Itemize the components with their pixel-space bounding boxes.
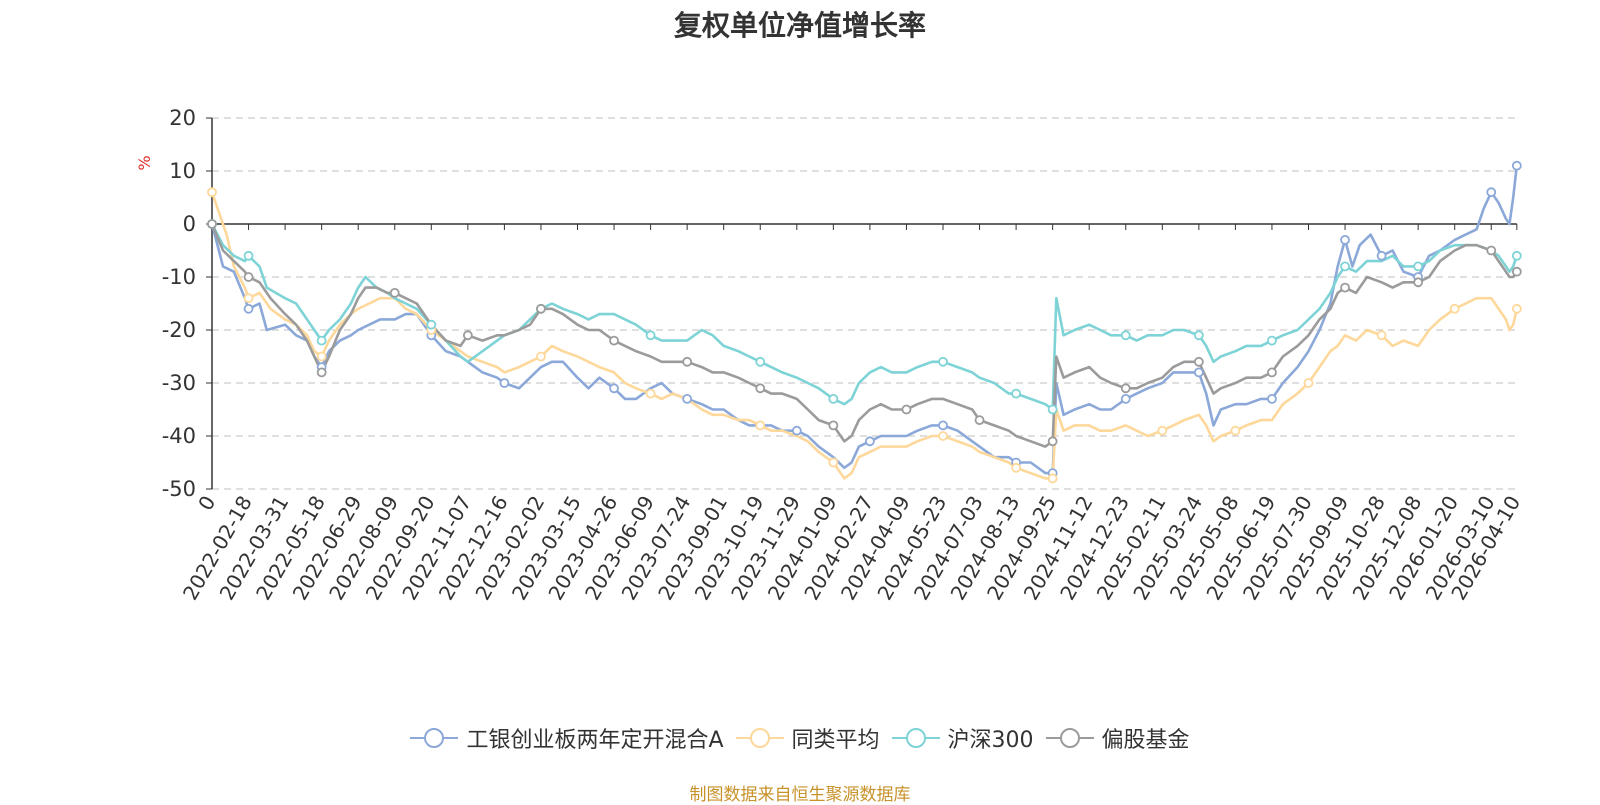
series-marker (828, 393, 839, 404)
series-marker (316, 367, 327, 378)
series-marker (536, 351, 546, 362)
y-tick-label: 20 (169, 106, 196, 130)
series-marker (1486, 187, 1497, 198)
series-marker (1267, 393, 1277, 404)
series-marker (389, 287, 400, 298)
y-tick-label: -10 (162, 265, 196, 289)
y-tick-label: -40 (162, 424, 196, 448)
series-marker (1047, 436, 1058, 447)
legend-label: 同类平均 (791, 728, 880, 753)
series-marker (1511, 266, 1522, 277)
source-note: 制图数据来自恒生聚源数据库 (689, 785, 911, 805)
series-marker (1340, 234, 1350, 245)
legend: 工银创业板两年定开混合A 同类平均 沪深300 偏股基金 (0, 722, 1600, 754)
series-marker (609, 335, 619, 346)
series-marker (243, 272, 254, 282)
series-marker (938, 356, 948, 367)
series-marker (1303, 378, 1314, 388)
series-marker (828, 457, 839, 468)
series-marker (1511, 303, 1522, 314)
series-marker (1120, 383, 1131, 394)
series-marker (1413, 261, 1424, 272)
series-marker (1193, 356, 1204, 367)
y-tick-label: -50 (162, 477, 196, 501)
series-marker (682, 356, 693, 367)
series-marker (791, 425, 802, 436)
series-marker (243, 250, 254, 261)
legend-item[interactable]: 偏股基金 (1045, 722, 1190, 754)
legend-item[interactable]: 同类平均 (735, 722, 880, 754)
y-axis-label: % (135, 155, 154, 170)
legend-marker-icon (891, 728, 940, 748)
series-marker (1340, 282, 1350, 293)
series-marker (1376, 250, 1387, 261)
series-marker (1511, 250, 1522, 261)
series-marker (1157, 425, 1168, 436)
series-marker (207, 219, 217, 229)
series-marker (828, 420, 839, 431)
series-marker (1047, 473, 1058, 484)
series-layer (210, 165, 1519, 480)
series-marker (1267, 367, 1277, 378)
y-tick-label: -30 (162, 371, 196, 395)
legend-marker-icon (735, 728, 784, 748)
series-marker (1011, 388, 1021, 399)
series-marker (207, 187, 217, 198)
series-marker (974, 415, 985, 426)
series-line (210, 223, 1519, 411)
series-marker (1511, 160, 1522, 171)
series-marker (682, 393, 693, 404)
series-marker (755, 356, 766, 367)
legend-label: 偏股基金 (1101, 728, 1190, 753)
series-marker (243, 303, 254, 314)
y-tick-label: -20 (162, 318, 196, 342)
legend-label: 工银创业板两年定开混合A (466, 728, 724, 753)
series-marker (499, 378, 510, 388)
legend-marker-icon (410, 728, 459, 748)
series-marker (1376, 330, 1387, 341)
y-tick-label: 0 (183, 212, 196, 236)
x-tick-label: 0 (193, 492, 220, 515)
series-marker (755, 420, 766, 431)
legend-label: 沪深300 (947, 728, 1034, 753)
series-marker (1230, 425, 1241, 436)
legend-item[interactable]: 工银创业板两年定开混合A (410, 722, 724, 754)
series-marker (1340, 261, 1350, 272)
series-marker (901, 404, 912, 415)
series-marker (1193, 330, 1204, 341)
series-marker (243, 293, 254, 304)
series-marker (1449, 303, 1460, 314)
series-marker (1120, 393, 1131, 404)
series-marker (1193, 367, 1204, 378)
series-marker (755, 383, 766, 394)
series-marker (938, 420, 948, 431)
series-marker (865, 436, 875, 447)
series-marker (536, 303, 546, 314)
series-marker (1413, 277, 1424, 288)
axis-layer: 20100-10-20-30-40-50%02022-02-182022-03-… (135, 106, 1525, 604)
series-marker (938, 431, 948, 441)
series-marker (1267, 335, 1277, 346)
series-marker (1011, 462, 1021, 473)
series-marker (645, 330, 656, 341)
series-marker (462, 330, 473, 341)
series-line (210, 191, 1519, 480)
series-marker (1047, 404, 1058, 415)
series-marker (426, 319, 437, 330)
y-tick-label: 10 (169, 159, 196, 183)
chart-title: 复权单位净值增长率 (673, 9, 926, 42)
series-marker (316, 335, 327, 346)
series-marker (609, 383, 619, 394)
series-marker (645, 388, 656, 399)
series-marker (1486, 245, 1497, 256)
series-marker (316, 351, 327, 362)
legend-marker-icon (1045, 728, 1094, 748)
legend-item[interactable]: 沪深300 (891, 722, 1034, 754)
series-line (210, 223, 1518, 448)
series-marker (1120, 330, 1131, 341)
marker-layer (207, 160, 1522, 484)
